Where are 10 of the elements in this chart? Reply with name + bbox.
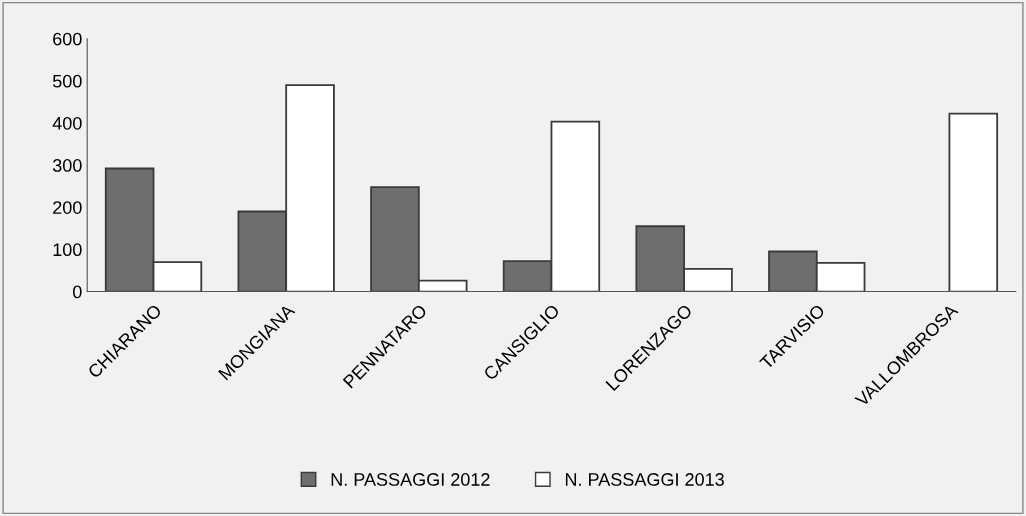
y-tick-label: 300 xyxy=(52,159,82,172)
bar xyxy=(948,112,999,292)
y-tick-label: 0 xyxy=(73,285,82,299)
legend-label: N. PASSAGGI 2013 xyxy=(565,473,724,486)
y-tick-label: 100 xyxy=(53,243,82,257)
legend-label: N. PASSAGGI 2012 xyxy=(331,473,490,486)
y-tick-label: 600 xyxy=(53,32,82,46)
y-tick-label: 500 xyxy=(52,74,82,88)
y-tick-label: 400 xyxy=(52,116,82,130)
y-tick-label: 200 xyxy=(53,201,82,214)
